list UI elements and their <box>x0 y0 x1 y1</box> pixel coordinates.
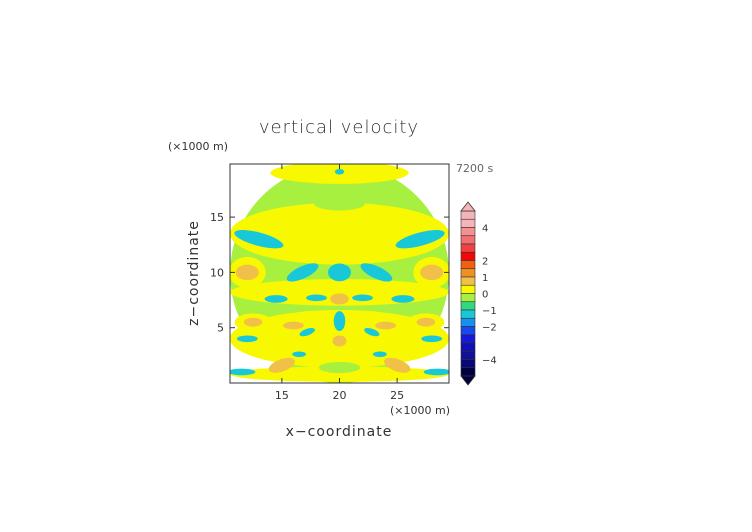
colorbar-bin-17 <box>460 350 476 360</box>
y-axis-unit: (×1000 m) <box>168 140 228 153</box>
colorbar-bin-18 <box>460 359 476 369</box>
colorbar-bin-3 <box>460 235 476 245</box>
colorbar-bin-12 <box>460 309 476 319</box>
x-tick-label: 20 <box>333 389 347 402</box>
contour-region-31 <box>421 335 443 343</box>
contour-region-20 <box>264 295 288 303</box>
contour-region-27 <box>416 317 436 327</box>
colorbar-max-arrow <box>460 201 476 212</box>
heatmap-plot-area <box>230 164 449 383</box>
chart-title: vertical velocity <box>259 117 419 138</box>
colorbar-tick-label: 2 <box>482 257 488 268</box>
contour-region-25 <box>243 317 263 327</box>
contour-region-34 <box>268 357 296 373</box>
contour-region-23 <box>352 294 373 302</box>
colorbar-tick-label: −1 <box>482 306 497 317</box>
contour-region-6 <box>314 197 365 211</box>
contour-region-16 <box>234 230 284 249</box>
x-tick-label: 25 <box>390 389 404 402</box>
colorbar-bin-10 <box>460 293 476 303</box>
colorbar-bin-14 <box>460 326 476 336</box>
contour-region-10 <box>333 311 346 332</box>
contour-region-36 <box>230 368 256 376</box>
colorbar-bin-8 <box>460 276 476 286</box>
contour-region-1 <box>230 202 449 265</box>
contour-region-38 <box>292 351 307 358</box>
colorbar-bin-7 <box>460 268 476 278</box>
y-axis-label: z−coordinate <box>186 220 202 326</box>
contour-region-37 <box>423 368 449 376</box>
contour-region-40 <box>318 361 361 374</box>
y-tick-label: 10 <box>210 266 224 279</box>
colorbar-tick-label: 0 <box>482 290 488 301</box>
contour-region-9 <box>330 293 349 305</box>
colorbar-tick-label: 4 <box>482 224 488 235</box>
time-stamp-label: 7200 s <box>456 162 493 175</box>
x-axis-ticks: 15 20 25 <box>275 164 404 402</box>
colorbar-bin-19 <box>460 367 476 377</box>
colorbar-bin-4 <box>460 243 476 253</box>
contour-region-11 <box>332 335 347 347</box>
contour-region-7 <box>327 263 352 282</box>
colorbar-bin-15 <box>460 334 476 344</box>
contour-region-30 <box>236 335 258 343</box>
contour-region-13 <box>235 264 259 281</box>
colorbar-tick-label: −2 <box>482 323 497 334</box>
colorbar-tick-label: 1 <box>482 273 488 284</box>
contour-region-21 <box>391 295 415 303</box>
contour-region-33 <box>364 327 380 337</box>
contour-region-15 <box>420 264 444 281</box>
colorbar-bin-2 <box>460 227 476 237</box>
colorbar-bin-9 <box>460 284 476 294</box>
y-axis-ticks: 5 10 15 <box>210 211 449 335</box>
contour-region-29 <box>375 321 396 330</box>
contour-region-22 <box>306 294 327 302</box>
colorbar-bin-6 <box>460 260 476 270</box>
x-axis-label: x−coordinate <box>286 424 393 440</box>
contour-region-18 <box>286 263 319 282</box>
colorbar-bin-11 <box>460 301 476 311</box>
colorbar-bin-0 <box>460 210 476 220</box>
contour-region-19 <box>360 263 393 282</box>
contour-region-35 <box>383 357 411 373</box>
x-tick-label: 15 <box>275 389 289 402</box>
colorbar-min-arrow <box>460 375 476 386</box>
colorbar-bin-13 <box>460 317 476 327</box>
contour-region-28 <box>283 321 304 330</box>
y-tick-label: 15 <box>210 211 224 224</box>
colorbar-bin-5 <box>460 251 476 261</box>
colorbar: 4 2 1 0 −1 −2 −4 <box>460 201 497 386</box>
y-tick-label: 5 <box>217 322 224 335</box>
colorbar-tick-label: −4 <box>482 356 497 367</box>
contour-region-8 <box>334 168 345 175</box>
contour-region-17 <box>395 230 445 249</box>
contour-region-39 <box>372 351 387 358</box>
x-axis-unit: (×1000 m) <box>390 404 450 417</box>
colorbar-bin-16 <box>460 342 476 352</box>
colorbar-bin-1 <box>460 218 476 228</box>
contour-region-32 <box>299 327 315 337</box>
